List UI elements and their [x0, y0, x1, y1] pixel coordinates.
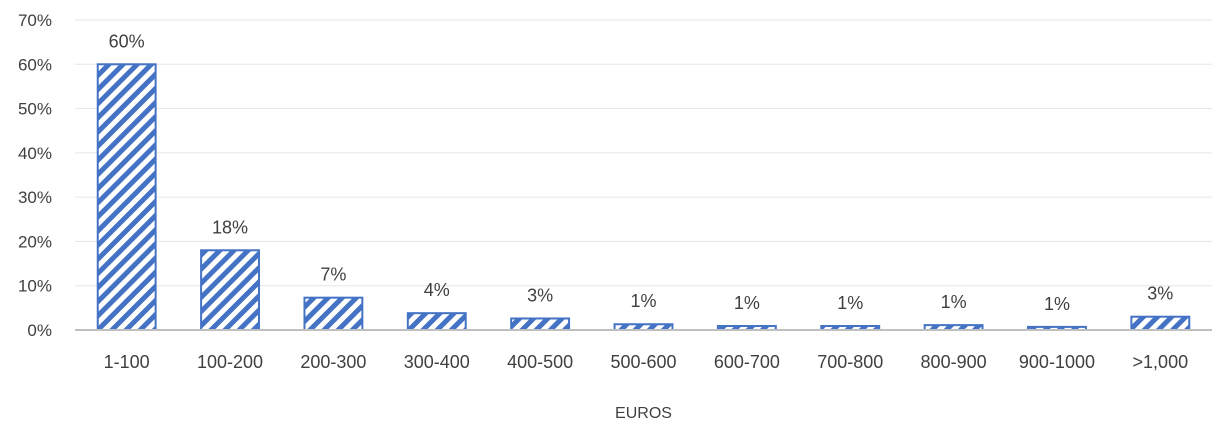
- bar: [304, 298, 362, 330]
- x-tick-label: 600-700: [714, 352, 780, 372]
- x-tick-label: 300-400: [404, 352, 470, 372]
- data-label: 1%: [734, 293, 760, 313]
- x-tick-label: 500-600: [610, 352, 676, 372]
- data-label: 18%: [212, 217, 248, 237]
- x-tick-label: 700-800: [817, 352, 883, 372]
- y-tick-label: 20%: [18, 232, 52, 251]
- x-tick-label: 400-500: [507, 352, 573, 372]
- x-tick-label: >1,000: [1133, 352, 1189, 372]
- data-label: 3%: [527, 285, 553, 305]
- data-label: 1%: [630, 291, 656, 311]
- bar: [511, 318, 569, 330]
- x-tick-label: 800-900: [921, 352, 987, 372]
- y-tick-label: 10%: [18, 277, 52, 296]
- data-label: 60%: [109, 31, 145, 51]
- y-tick-label: 40%: [18, 144, 52, 163]
- data-label: 3%: [1147, 284, 1173, 304]
- y-tick-label: 0%: [27, 321, 52, 340]
- x-tick-label: 100-200: [197, 352, 263, 372]
- bar: [201, 250, 259, 330]
- bar: [1131, 317, 1189, 330]
- y-tick-label: 70%: [18, 11, 52, 30]
- gridlines: [75, 20, 1212, 286]
- y-axis-ticks: 0% 10% 20% 30% 40% 50% 60% 70%: [18, 11, 52, 340]
- bar: [98, 64, 156, 330]
- data-label: 1%: [837, 293, 863, 313]
- x-tick-label: 1-100: [104, 352, 150, 372]
- x-axis-title: EUROS: [615, 405, 672, 422]
- x-axis-categories: 1-100 100-200 200-300 300-400 400-500 500-600…: [104, 352, 1188, 372]
- data-label: 4%: [424, 280, 450, 300]
- y-tick-label: 30%: [18, 188, 52, 207]
- data-label: 1%: [941, 292, 967, 312]
- data-labels: 60% 18% 7% 4% 3% 1% 1% 1% 1% 1% 3%: [109, 31, 1174, 314]
- data-label: 1%: [1044, 294, 1070, 314]
- data-label: 7%: [320, 265, 346, 285]
- x-tick-label: 900-1000: [1019, 352, 1095, 372]
- y-tick-label: 50%: [18, 100, 52, 119]
- bar: [408, 313, 466, 330]
- x-tick-label: 200-300: [300, 352, 366, 372]
- y-tick-label: 60%: [18, 55, 52, 74]
